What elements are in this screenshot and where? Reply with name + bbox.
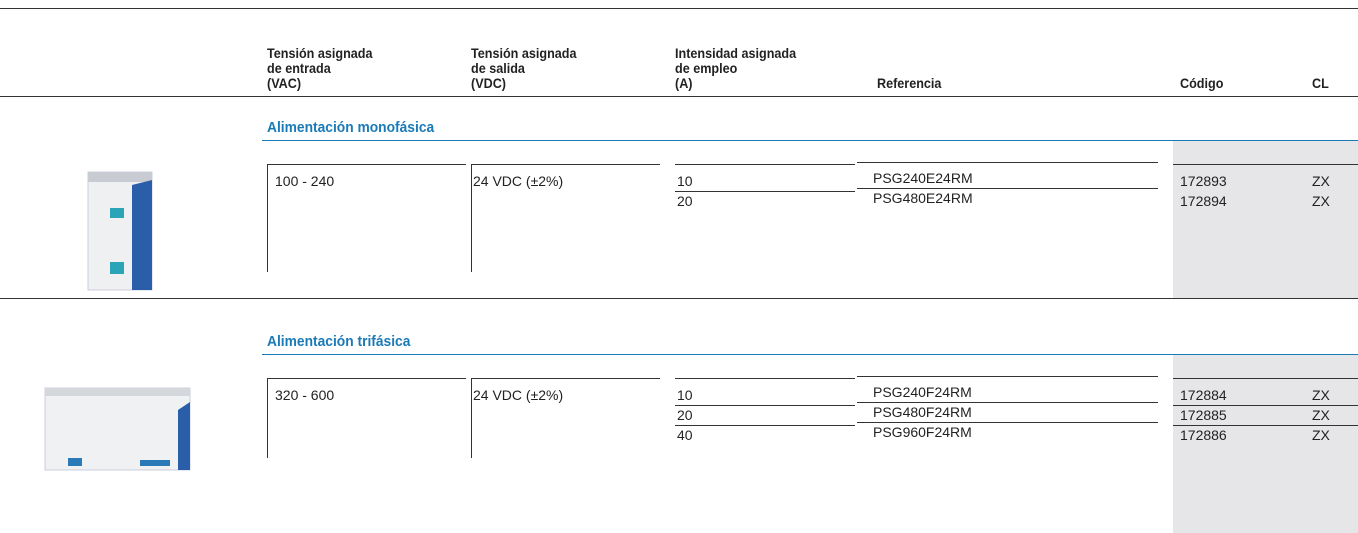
rule: [675, 425, 855, 426]
code: 172894: [1180, 193, 1227, 209]
rule: [471, 378, 472, 458]
code-column-shade: [1173, 354, 1358, 533]
rule: [857, 402, 1158, 403]
rule: [0, 8, 1358, 9]
reference: PSG240E24RM: [873, 170, 973, 186]
rule: [0, 96, 1358, 97]
output-voltage: 24 VDC (±2%): [473, 173, 564, 189]
three-phase-device: [44, 387, 191, 471]
rule: [267, 378, 268, 458]
rule: [1173, 405, 1358, 406]
rule: [471, 378, 660, 379]
section-title: Alimentación monofásica: [267, 119, 435, 136]
rule: [857, 188, 1158, 189]
column-header: Tensión asignada: [471, 45, 577, 61]
reference: PSG480E24RM: [873, 190, 973, 206]
rule: [267, 164, 466, 165]
input-voltage: 100 - 240: [275, 173, 335, 189]
rule: [471, 164, 660, 165]
rule: [857, 376, 1158, 377]
section-title: Alimentación trifásica: [267, 333, 411, 350]
cl: ZX: [1312, 407, 1330, 423]
cl: ZX: [1312, 427, 1330, 443]
rule: [262, 140, 1358, 141]
current: 10: [677, 387, 693, 403]
single-phase-device: [87, 171, 153, 291]
rule: [267, 378, 466, 379]
cl: ZX: [1312, 193, 1330, 209]
reference: PSG960F24RM: [873, 424, 972, 440]
column-header: Tensión asignada: [267, 45, 373, 61]
column-header: Código: [1180, 75, 1224, 91]
rule: [857, 162, 1158, 163]
cl: ZX: [1312, 387, 1330, 403]
column-header: de empleo: [675, 60, 738, 76]
rule: [262, 354, 1358, 355]
rule: [675, 378, 855, 379]
rule: [675, 164, 855, 165]
rule: [675, 191, 855, 192]
column-header: (VDC): [471, 75, 507, 91]
column-header: Intensidad asignada: [675, 45, 797, 61]
reference: PSG480F24RM: [873, 404, 972, 420]
rule: [857, 422, 1158, 423]
column-header: de salida: [471, 60, 525, 76]
rule: [1173, 164, 1358, 165]
column-header: (VAC): [267, 75, 302, 91]
rule: [1173, 425, 1358, 426]
output-voltage: 24 VDC (±2%): [473, 387, 564, 403]
rule: [1173, 378, 1358, 379]
current: 40: [677, 427, 693, 443]
reference: PSG240F24RM: [873, 384, 972, 400]
code: 172893: [1180, 173, 1227, 189]
rule: [0, 298, 1358, 299]
code: 172884: [1180, 387, 1227, 403]
code-column-shade: [1173, 140, 1358, 298]
current: 10: [677, 173, 693, 189]
code: 172885: [1180, 407, 1227, 423]
column-header: (A): [675, 75, 693, 91]
rule: [471, 164, 472, 272]
current: 20: [677, 193, 693, 209]
cl: ZX: [1312, 173, 1330, 189]
input-voltage: 320 - 600: [275, 387, 335, 403]
column-header: Referencia: [877, 75, 942, 91]
rule: [675, 405, 855, 406]
column-header: CL: [1312, 75, 1329, 91]
rule: [267, 164, 268, 272]
column-header: de entrada: [267, 60, 331, 76]
current: 20: [677, 407, 693, 423]
code: 172886: [1180, 427, 1227, 443]
